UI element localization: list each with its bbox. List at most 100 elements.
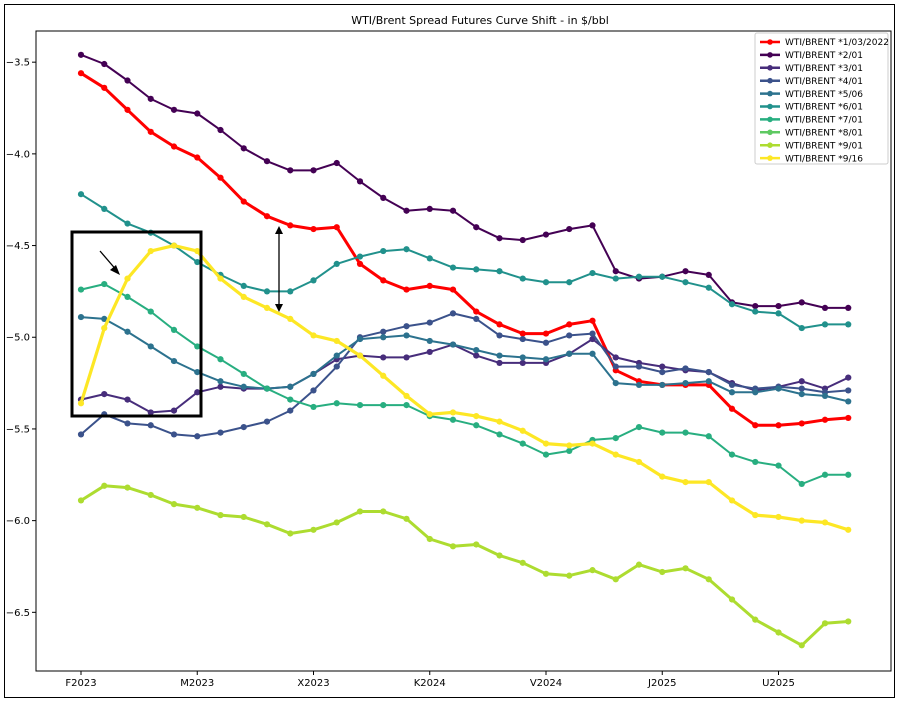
data-point xyxy=(124,293,131,301)
data-point xyxy=(682,279,689,286)
data-point xyxy=(449,416,457,423)
data-point xyxy=(380,247,387,255)
y-tick-label: −6.5 xyxy=(6,608,30,619)
data-point xyxy=(263,288,271,295)
data-point xyxy=(147,95,154,102)
data-point xyxy=(287,530,294,537)
data-point xyxy=(542,330,550,337)
data-point xyxy=(612,576,619,583)
data-point xyxy=(380,354,387,361)
data-point xyxy=(217,126,224,134)
legend-label: WTI/BRENT *6/01 xyxy=(785,103,863,113)
data-point xyxy=(101,84,108,91)
data-point xyxy=(124,220,131,227)
data-point xyxy=(403,323,410,330)
data-point xyxy=(496,552,503,559)
data-point xyxy=(124,77,131,84)
data-point xyxy=(612,451,619,458)
data-point xyxy=(77,191,85,198)
data-point xyxy=(659,368,666,376)
data-point xyxy=(705,368,712,376)
data-point xyxy=(147,409,154,416)
data-point xyxy=(821,471,829,478)
data-point xyxy=(101,60,108,68)
data-point xyxy=(380,277,387,284)
legend-label: WTI/BRENT *1/03/2022 xyxy=(785,38,889,48)
data-point xyxy=(194,433,201,440)
data-point xyxy=(589,317,596,324)
data-point xyxy=(101,324,108,332)
series-9 xyxy=(77,242,852,533)
y-tick-label: −6.0 xyxy=(6,516,30,527)
series-line xyxy=(80,484,849,647)
data-point xyxy=(124,328,131,335)
data-point xyxy=(728,405,736,412)
data-point xyxy=(380,401,387,409)
data-point xyxy=(705,271,712,278)
data-point xyxy=(775,462,782,469)
data-point xyxy=(217,275,224,282)
data-point xyxy=(752,389,759,396)
data-point xyxy=(798,378,805,385)
data-point xyxy=(821,304,829,312)
data-point xyxy=(310,403,317,411)
data-point xyxy=(775,302,782,310)
data-point xyxy=(217,356,224,363)
data-point xyxy=(566,350,573,357)
data-point xyxy=(682,565,689,572)
data-point xyxy=(659,363,666,370)
x-tick-label: U2025 xyxy=(762,678,795,689)
series-4 xyxy=(77,313,852,405)
data-point xyxy=(333,337,340,345)
x-tick-label: V2024 xyxy=(530,678,562,689)
data-point xyxy=(426,337,433,345)
data-point xyxy=(682,479,689,486)
data-point xyxy=(473,352,480,359)
data-point xyxy=(752,302,759,310)
data-point xyxy=(310,387,317,394)
data-point xyxy=(147,128,154,135)
x-tick-label: X2023 xyxy=(297,678,329,689)
series-line xyxy=(79,244,849,532)
data-point xyxy=(356,335,364,343)
x-tick-label: J2025 xyxy=(647,678,676,689)
data-point xyxy=(519,335,526,343)
data-point xyxy=(356,260,364,267)
legend-swatch-marker xyxy=(767,142,773,148)
data-point xyxy=(170,431,178,438)
data-point xyxy=(845,387,852,394)
series-line xyxy=(80,71,849,427)
data-point xyxy=(147,422,154,429)
data-point xyxy=(426,535,433,543)
data-point xyxy=(566,279,573,286)
y-tick-label: −4.0 xyxy=(6,149,30,160)
data-point xyxy=(124,275,131,282)
data-point xyxy=(728,389,736,396)
data-point xyxy=(496,268,503,275)
series-line xyxy=(80,338,849,414)
data-point xyxy=(589,567,596,574)
legend-swatch-marker xyxy=(767,52,773,58)
data-point xyxy=(496,418,503,425)
legend-label: WTI/BRENT *7/01 xyxy=(785,116,863,126)
data-point xyxy=(333,352,340,359)
data-point xyxy=(310,167,317,174)
data-point xyxy=(194,343,201,350)
data-point xyxy=(124,484,131,491)
data-point xyxy=(845,398,852,405)
data-point xyxy=(147,247,154,255)
legend-label: WTI/BRENT *9/01 xyxy=(785,141,863,151)
data-point xyxy=(542,231,550,238)
data-point xyxy=(798,642,805,649)
data-point xyxy=(612,268,619,275)
data-point xyxy=(705,284,712,291)
data-point xyxy=(170,357,178,365)
data-point xyxy=(380,334,387,341)
y-tick-label: −3.5 xyxy=(6,58,30,69)
data-point xyxy=(542,356,550,363)
data-point xyxy=(635,363,643,370)
data-point xyxy=(217,174,224,181)
data-point xyxy=(728,596,736,603)
data-point xyxy=(217,378,224,385)
data-point xyxy=(566,332,573,339)
